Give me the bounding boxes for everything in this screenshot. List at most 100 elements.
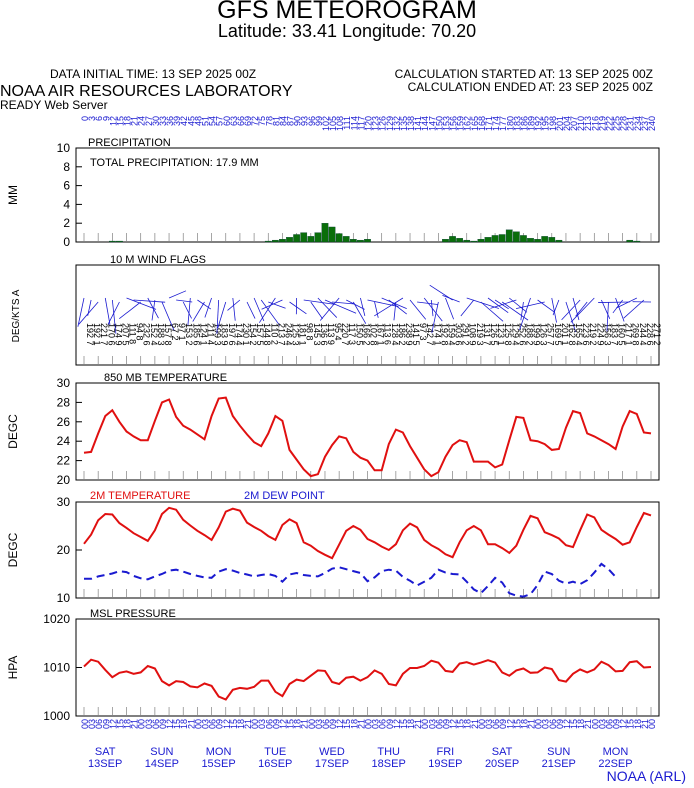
precip-bar [456, 238, 463, 243]
wind-flag [346, 299, 365, 310]
utc-hour-label: 18 [349, 719, 359, 729]
utc-hour-label: 09 [101, 719, 111, 729]
utc-hour-label: 21 [527, 719, 537, 729]
utc-hour-label: 12 [392, 719, 402, 729]
forecast-hour-label: 126 [378, 116, 388, 131]
wind-value-label: 257 7 [546, 323, 556, 346]
forecast-hour-label: 60 [222, 116, 232, 126]
wind-flag [319, 297, 340, 321]
wind-value-label: 291 2 [461, 323, 471, 346]
forecast-hour-label: 225 [612, 116, 622, 131]
wind-value-label: 221 7 [99, 323, 109, 346]
t2m-frame [75, 501, 660, 599]
pressure-ylabel: HPA [6, 656, 20, 680]
wind-value-label: 170 6 [106, 323, 116, 346]
wind-value-label: 123 1 [496, 323, 506, 346]
forecast-hour-label: 156 [449, 116, 459, 131]
wind-value-label: 128 4 [390, 323, 400, 346]
wind-value-label: 223 6 [581, 323, 591, 346]
forecast-hour-label: 162 [463, 116, 473, 131]
forecast-hour-label: 231 [626, 116, 636, 131]
utc-hour-label: 03 [200, 719, 210, 729]
precip-bar [463, 239, 471, 243]
wind-value-label: 97 1 [177, 323, 187, 341]
forecast-hour-label: 57 [215, 116, 225, 126]
wind-value-label: 129 4 [510, 323, 520, 346]
t850-ylabel: DEGC [6, 414, 20, 449]
utc-hour-label: 15 [456, 719, 466, 729]
date-label: 18SEP [372, 758, 406, 770]
utc-hour-label: 03 [427, 719, 437, 729]
wind-flag [388, 299, 407, 315]
wind-flag [310, 301, 323, 320]
wind-flag [552, 299, 560, 316]
wind-flag [168, 290, 187, 299]
t850-ytick-label: 22 [57, 454, 71, 468]
date-label: 13SEP [88, 758, 122, 770]
wind-value-label: 169 5 [553, 323, 563, 346]
pressure-series-line [83, 658, 652, 701]
utc-hour-label: 15 [569, 719, 579, 729]
wind-flag [561, 299, 581, 321]
precip-panel-label: PRECIPITATION [88, 137, 171, 149]
wind-value-label: 67 2 [170, 323, 180, 341]
utc-hour-label: 12 [449, 719, 459, 729]
utc-hour-label: 12 [335, 719, 345, 729]
utc-hour-label: 06 [378, 719, 388, 729]
forecast-hour-label: 138 [406, 116, 416, 131]
utc-hour-label: 06 [321, 719, 331, 729]
forecast-hour-label: 48 [193, 116, 203, 126]
wind-flag [259, 297, 276, 323]
wind-value-label: 197 6 [227, 323, 237, 346]
forecast-hour-label: 153 [441, 116, 451, 131]
wind-value-label: 167 1 [376, 323, 386, 346]
wind-value-label: 136 6 [319, 323, 329, 346]
wind-flag [126, 297, 157, 310]
t850-frame [75, 382, 660, 481]
wind-flag [575, 301, 588, 317]
forecast-hour-label: 234 [633, 116, 643, 131]
forecast-hour-label: 72 [250, 116, 260, 126]
utc-hour-label: 00 [307, 719, 317, 729]
wind-value-label: 269 8 [631, 323, 641, 346]
wind-flag [367, 299, 399, 307]
wind-flag [192, 301, 205, 322]
utc-hour-label: 06 [434, 719, 444, 729]
utc-hour-label: 18 [293, 719, 303, 729]
wind-value-label: 110 2 [269, 323, 279, 345]
utc-hour-label: 21 [300, 719, 310, 729]
utc-hour-label: 03 [257, 719, 267, 729]
server-name: READY Web Server [0, 98, 108, 112]
wind-value-label: 188 3 [156, 323, 166, 346]
precip-bar [484, 237, 492, 243]
data-initial-time: DATA INITIAL TIME: 13 SEP 2025 00Z [50, 67, 257, 81]
day-label: SAT [95, 746, 116, 758]
t2m-ytick-label: 20 [57, 543, 71, 557]
forecast-hour-label: 120 [364, 116, 374, 131]
utc-hour-label: 09 [612, 719, 622, 729]
wind-value-label: 157 5 [255, 323, 265, 346]
wind-flag [487, 297, 509, 314]
day-label: SUN [150, 746, 173, 758]
t850-ytick-label: 30 [57, 376, 71, 390]
precip-bar [449, 236, 456, 243]
t2m-ylabel: DEGC [6, 532, 20, 567]
wind-frame [75, 264, 660, 366]
utc-hour-label: 00 [647, 719, 657, 729]
forecast-hour-label: 204 [562, 116, 572, 131]
wind-value-label: 174 9 [113, 323, 123, 346]
wind-value-label: 154 2 [248, 323, 258, 346]
utc-hour-label: 09 [498, 719, 508, 729]
utc-hour-label: 12 [108, 719, 118, 729]
wind-flag [260, 299, 281, 326]
precip-ytick-label: 8 [63, 160, 70, 174]
wind-flag [551, 297, 557, 323]
utc-hour-label: 03 [484, 719, 494, 729]
wind-flag [360, 297, 366, 316]
wind-flag [615, 297, 625, 322]
wind-flag [520, 301, 524, 321]
wind-value-label: 98 8 [305, 323, 315, 341]
wind-value-label: 303 6 [454, 323, 464, 346]
wind-value-label: 181 1 [298, 323, 308, 346]
utc-hour-label: 00 [590, 719, 600, 729]
